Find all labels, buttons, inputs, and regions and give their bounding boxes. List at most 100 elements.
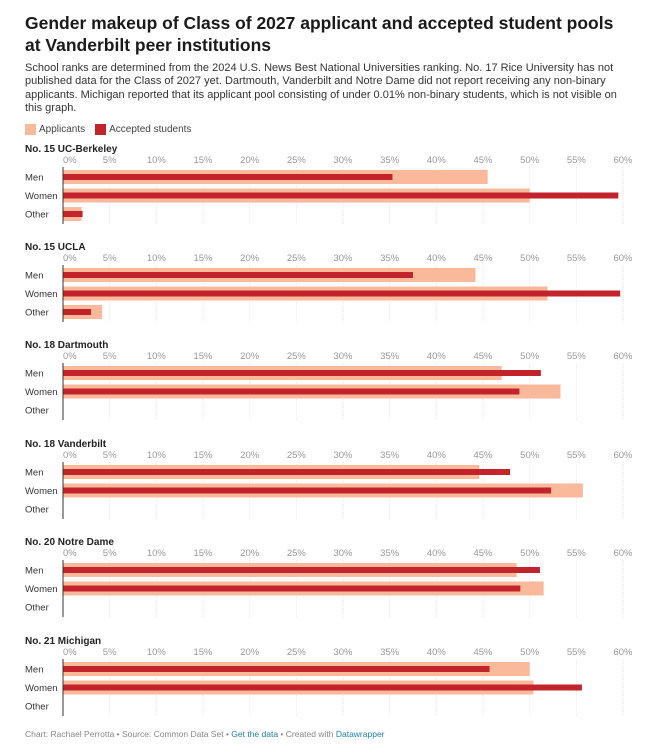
get-data-link[interactable]: Get the data (231, 729, 279, 739)
x-tick-label: 10% (147, 351, 167, 362)
x-tick-label: 5% (103, 253, 117, 264)
category-label: Other (25, 308, 49, 319)
category-label: Women (25, 387, 58, 398)
x-tick-label: 35% (380, 253, 400, 264)
panel-title: No. 15 UCLA (25, 242, 86, 254)
x-tick-label: 50% (520, 253, 540, 264)
category-label: Women (25, 683, 58, 694)
x-tick-label: 5% (103, 351, 117, 362)
bar-accepted (63, 309, 91, 316)
legend-item-accepted: Accepted students (95, 124, 192, 136)
x-tick-label: 15% (193, 351, 213, 362)
x-tick-label: 30% (333, 351, 353, 362)
bar-accepted (63, 210, 83, 217)
bar-accepted (63, 370, 541, 377)
x-tick-label: 25% (287, 548, 307, 559)
x-tick-label: 0% (63, 647, 77, 658)
x-tick-label: 10% (147, 253, 167, 264)
x-tick-label: 60% (613, 548, 633, 559)
panel-0: No. 15 UC-Berkeley 0% 5% 10% 15% 20% 25% 30% 35%… (25, 143, 633, 242)
x-tick-label: 20% (240, 155, 260, 166)
x-tick-label: 15% (193, 450, 213, 461)
x-tick-label: 30% (333, 155, 353, 166)
panel-title: No. 18 Vanderbilt (25, 438, 107, 450)
bar-accepted (63, 665, 490, 672)
legend-label-applicants: Applicants (39, 124, 86, 136)
bar-accepted (63, 173, 393, 180)
x-tick-label: 15% (193, 155, 213, 166)
x-tick-label: 5% (103, 155, 117, 166)
x-tick-label: 30% (333, 253, 353, 264)
x-tick-label: 0% (63, 450, 77, 461)
x-tick-label: 20% (240, 548, 260, 559)
bar-accepted (63, 272, 413, 279)
bar-accepted (63, 585, 521, 592)
x-tick-label: 50% (520, 647, 540, 658)
x-tick-label: 50% (520, 155, 540, 166)
category-label: Other (25, 504, 49, 515)
x-tick-label: 45% (473, 155, 493, 166)
category-label: Women (25, 486, 58, 497)
panel-5: No. 21 Michigan 0% 5% 10% 15% 20% 25% 30% 35% 40%… (25, 635, 633, 734)
bar-accepted (63, 684, 582, 691)
category-label: Other (25, 701, 49, 712)
small-multiples: No. 15 UC-Berkeley 0% 5% 10% 15% 20% 25% 30% 35%… (25, 143, 633, 734)
category-label: Men (25, 271, 43, 282)
x-tick-label: 15% (193, 647, 213, 658)
x-tick-label: 20% (240, 253, 260, 264)
x-tick-label: 0% (63, 351, 77, 362)
x-tick-label: 40% (427, 548, 447, 559)
category-label: Men (25, 369, 43, 380)
x-tick-label: 40% (427, 647, 447, 658)
legend-label-accepted: Accepted students (109, 124, 192, 136)
legend-swatch-applicants (25, 124, 36, 136)
panel-plot: 0% 5% 10% 15% 20% 25% 30% 35% 40% 45% 50% 55% 60% Men… (25, 647, 633, 716)
category-label: Other (25, 209, 49, 220)
panel-plot: 0% 5% 10% 15% 20% 25% 30% 35% 40% 45% 50% 55% 60% Men… (25, 548, 633, 618)
x-tick-label: 10% (147, 647, 167, 658)
x-tick-label: 60% (613, 155, 633, 166)
x-tick-label: 30% (333, 647, 353, 658)
category-label: Other (25, 603, 49, 614)
x-tick-label: 35% (380, 155, 400, 166)
x-tick-label: 45% (473, 548, 493, 559)
x-tick-label: 5% (103, 548, 117, 559)
x-tick-label: 30% (333, 450, 353, 461)
x-tick-label: 25% (287, 351, 307, 362)
x-tick-label: 0% (63, 253, 77, 264)
category-label: Women (25, 191, 58, 202)
category-label: Men (25, 566, 43, 577)
bar-accepted (63, 192, 619, 199)
category-label: Women (25, 289, 58, 300)
panel-plot: 0% 5% 10% 15% 20% 25% 30% 35% 40% 45% 50% 55% 60% Men… (25, 155, 633, 224)
x-tick-label: 5% (103, 450, 117, 461)
x-tick-label: 25% (287, 647, 307, 658)
chart-title: Gender makeup of Class of 2027 applicant… (25, 13, 614, 55)
x-tick-label: 40% (427, 450, 447, 461)
x-tick-label: 60% (613, 450, 633, 461)
x-tick-label: 45% (473, 253, 493, 264)
x-tick-label: 60% (613, 351, 633, 362)
chart-description: School ranks are determined from the 202… (25, 62, 617, 115)
category-label: Men (25, 467, 43, 478)
x-tick-label: 25% (287, 155, 307, 166)
panel-title: No. 21 Michigan (25, 635, 102, 647)
panel-title: No. 20 Notre Dame (25, 537, 114, 549)
bar-accepted (63, 388, 520, 395)
x-tick-label: 45% (473, 450, 493, 461)
panel-plot: 0% 5% 10% 15% 20% 25% 30% 35% 40% 45% 50% 55% 60% Men… (25, 253, 633, 323)
x-tick-label: 45% (473, 351, 493, 362)
panel-2: No. 18 Dartmouth 0% 5% 10% 15% 20% 25% 30% 35% 40… (25, 340, 633, 438)
bar-accepted (63, 487, 552, 494)
datawrapper-link[interactable]: Datawrapper (335, 729, 385, 739)
legend: Applicants Accepted students (25, 124, 621, 136)
x-tick-label: 60% (613, 253, 633, 264)
x-tick-label: 15% (193, 548, 213, 559)
category-label: Women (25, 584, 58, 595)
category-label: Other (25, 406, 49, 417)
chart-container: Gender makeup of Class of 2027 applicant… (25, 13, 633, 734)
x-tick-label: 55% (567, 253, 587, 264)
bar-accepted (63, 567, 540, 574)
panel-title: No. 15 UC-Berkeley (25, 143, 118, 155)
x-tick-label: 20% (240, 450, 260, 461)
